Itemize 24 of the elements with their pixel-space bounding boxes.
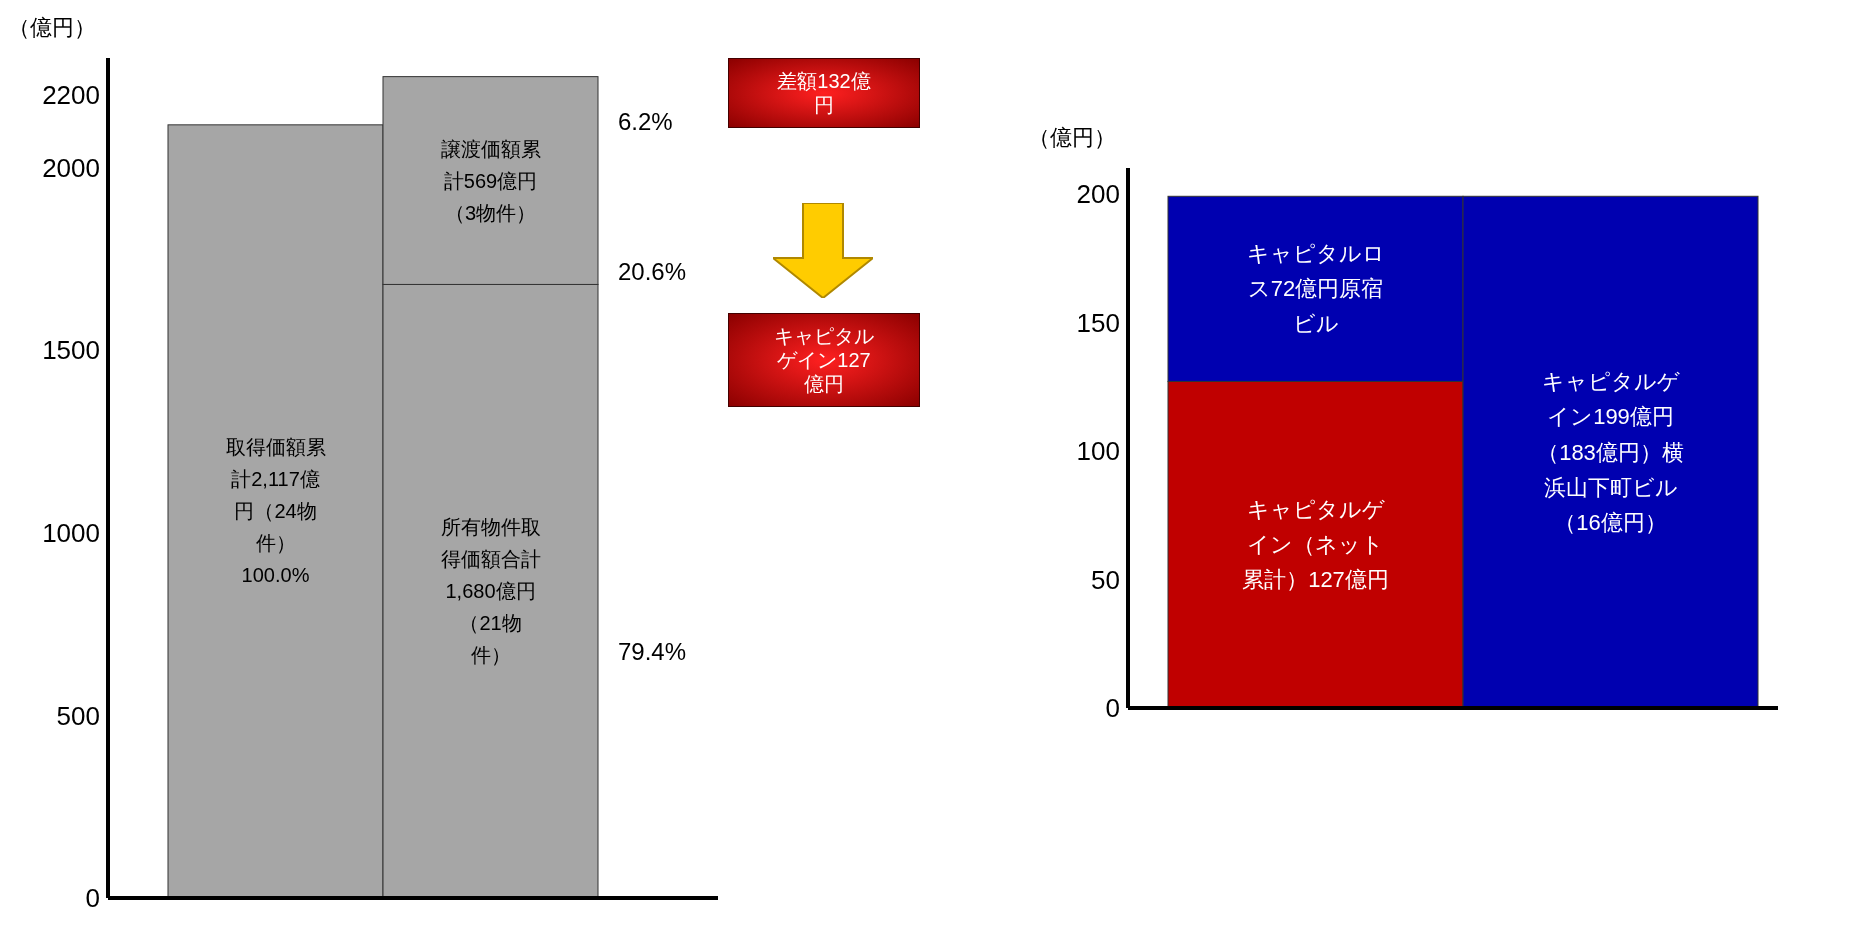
annotation: 20.6% bbox=[618, 258, 687, 286]
y-tick-label: 500 bbox=[56, 700, 100, 731]
text: 差額132億円 bbox=[776, 69, 872, 117]
data-label: キャピタルゲイン（ネット累計）127億円 bbox=[1241, 495, 1390, 595]
y-tick-label: 50 bbox=[1091, 564, 1120, 595]
y-tick-label: 1500 bbox=[42, 335, 100, 366]
data-label: 所有物件取得価額合計1,680億円（21物件） bbox=[440, 515, 541, 669]
y-tick-label: 100 bbox=[1076, 436, 1120, 467]
y-tick-label: 0 bbox=[85, 883, 100, 914]
data-label: キャピタルゲイン199億円（183億円）横浜山下町ビル（16億円） bbox=[1536, 368, 1685, 537]
y-tick-label: 1000 bbox=[42, 518, 100, 549]
annotation: 79.4% bbox=[618, 638, 687, 666]
y-tick-label: 2000 bbox=[42, 152, 100, 183]
data-label: 取得価額累計2,117億円（24物件）100.0% bbox=[225, 435, 326, 589]
y-tick-label: 150 bbox=[1076, 307, 1120, 338]
annotation: 6.2% bbox=[618, 108, 673, 136]
y-tick-label: 2200 bbox=[42, 79, 100, 110]
data-label: キャピタルロス72億円原宿ビル bbox=[1245, 240, 1386, 339]
y-tick-label: 0 bbox=[1105, 693, 1120, 724]
y-tick-label: 200 bbox=[1076, 178, 1120, 209]
data-label: 譲渡価額累計569億円（3物件） bbox=[440, 136, 541, 226]
y-axis-title: （億円） bbox=[8, 14, 97, 42]
y-axis-title: （億円） bbox=[1028, 124, 1117, 152]
text: キャピタルゲイン127億円 bbox=[773, 324, 875, 396]
